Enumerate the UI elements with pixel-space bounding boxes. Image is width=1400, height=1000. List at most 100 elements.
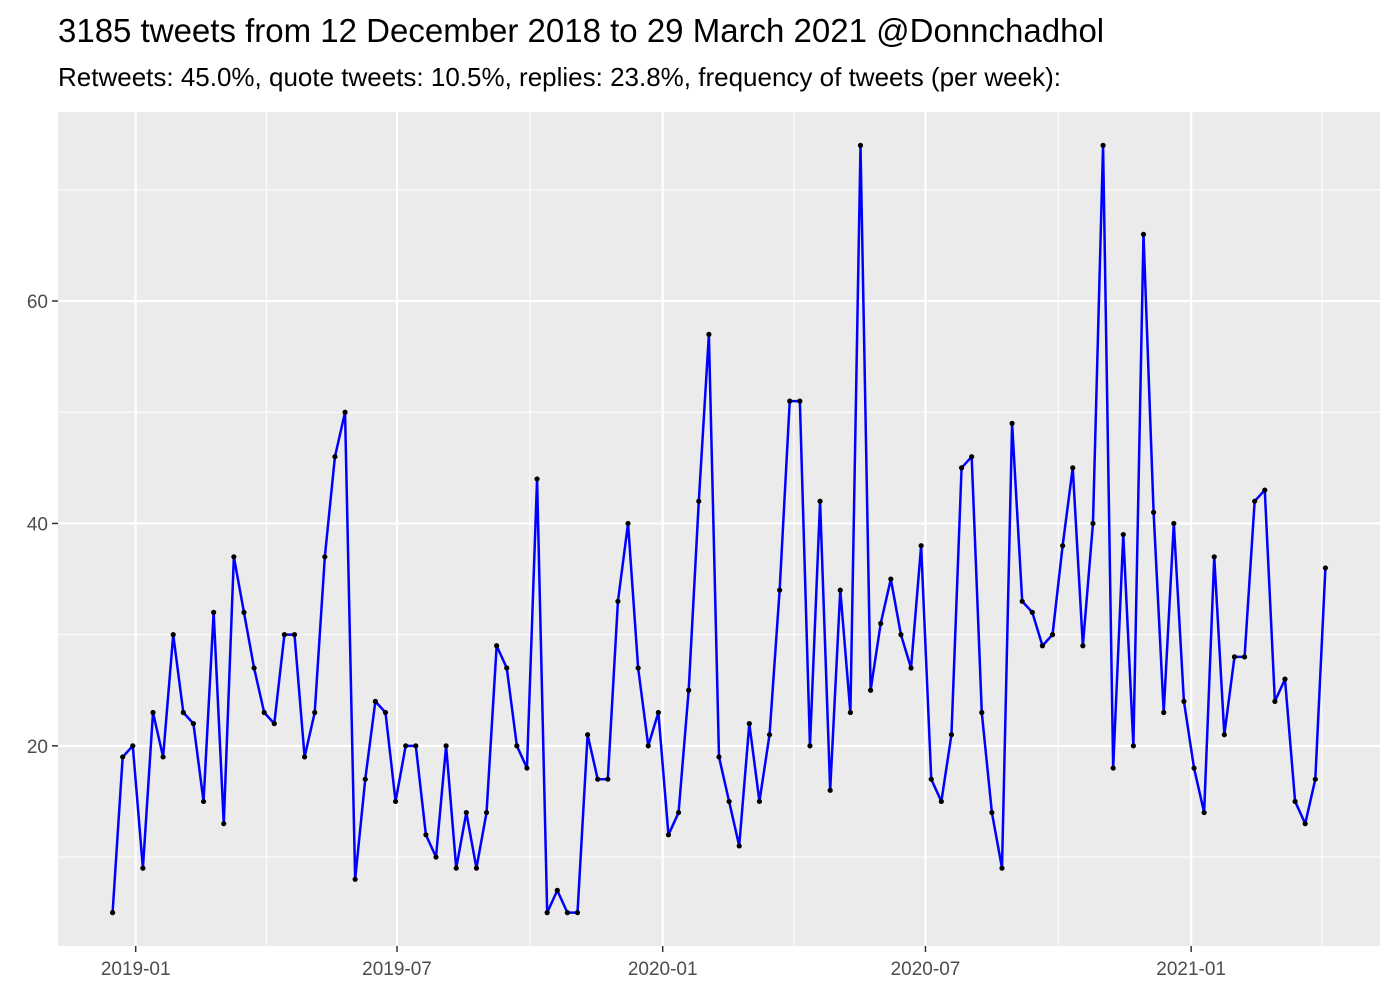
x-tick-label: 2021-01 [1156,959,1226,980]
data-point [1211,554,1217,560]
axis-ticks [52,300,1192,952]
data-point [938,798,944,805]
data-point [1241,654,1248,660]
data-point [766,732,773,738]
y-tick-label: 60 [27,292,48,313]
data-point [1039,643,1046,649]
data-point [312,709,318,716]
data-point [372,698,378,704]
data-point [140,865,146,871]
data-point [130,743,136,749]
data-point [392,798,399,805]
minor-gridlines [58,112,1380,946]
data-point [1231,654,1238,660]
data-point [190,721,197,727]
data-point [302,754,308,760]
data-point [948,732,955,738]
data-point [150,709,156,716]
x-tick-label: 2020-01 [628,959,698,980]
data-point [1120,531,1126,538]
data-point [686,687,692,693]
data-point [675,809,682,816]
data-point [433,854,439,860]
data-point [1009,420,1015,426]
data-point [241,609,247,616]
data-point [797,398,803,404]
data-point [726,798,732,805]
data-point [494,643,500,649]
data-point [1262,487,1268,493]
major-gridlines [58,112,1380,946]
plot-panel [58,112,1380,946]
data-point [382,709,389,716]
data-point [1221,732,1227,738]
x-tick-label: 2019-01 [101,959,171,980]
data-point [524,765,530,771]
data-point [969,454,975,460]
data-point [1019,598,1025,604]
data-point [564,910,570,916]
data-point [615,598,621,604]
data-point [1282,676,1288,682]
data-point [777,587,783,593]
data-point [534,476,540,482]
data-point [1060,543,1066,549]
data-point [1181,698,1187,704]
x-tick-label: 2020-07 [891,959,961,980]
data-point [1090,520,1096,527]
data-point [958,465,965,471]
data-point [868,687,874,693]
data-point [847,709,853,716]
data-point [716,754,722,760]
data-point [342,409,348,415]
data-point [1171,520,1177,527]
data-point [665,832,672,838]
data-point [1201,809,1207,816]
data-point [120,754,126,760]
data-point [605,776,611,782]
data-point [1272,698,1278,704]
data-point [281,632,287,638]
data-point [817,498,823,504]
data-point [585,732,591,738]
data-point [827,787,833,793]
x-axis-tick-labels: 2019-01 2019-07 2020-01 2020-07 2021-01 [101,959,1226,980]
data-point [1080,643,1086,649]
data-point [857,142,864,148]
data-point [211,609,217,616]
data-point [837,587,843,593]
data-point [989,809,995,816]
data-point [574,910,581,916]
data-point [746,721,752,727]
data-point [1322,565,1329,571]
y-tick-label: 40 [27,514,48,535]
data-point [514,743,520,749]
data-point [1140,231,1147,237]
data-point [554,887,560,894]
data-point [109,910,116,916]
data-point [1100,142,1106,148]
data-point [473,865,480,871]
data-point [423,832,429,838]
data-point [1151,509,1157,515]
data-point [1252,498,1258,504]
data-point [999,865,1005,871]
data-point [878,620,884,627]
data-point [463,809,469,816]
data-point [544,910,550,916]
data-point [180,709,186,716]
chart-subtitle: Retweets: 45.0%, quote tweets: 10.5%, re… [58,62,1061,92]
data-point [1161,709,1167,716]
data-point [261,709,267,716]
data-point [453,865,459,871]
y-axis-tick-labels: 20 40 60 [27,292,48,758]
data-point [483,809,490,816]
data-point [979,709,985,716]
data-point [271,721,277,727]
data-point [1302,821,1308,827]
data-point [1029,609,1035,616]
data-point [170,632,176,638]
data-point [1049,632,1056,638]
data-point [251,665,257,671]
data-point [1070,465,1076,471]
